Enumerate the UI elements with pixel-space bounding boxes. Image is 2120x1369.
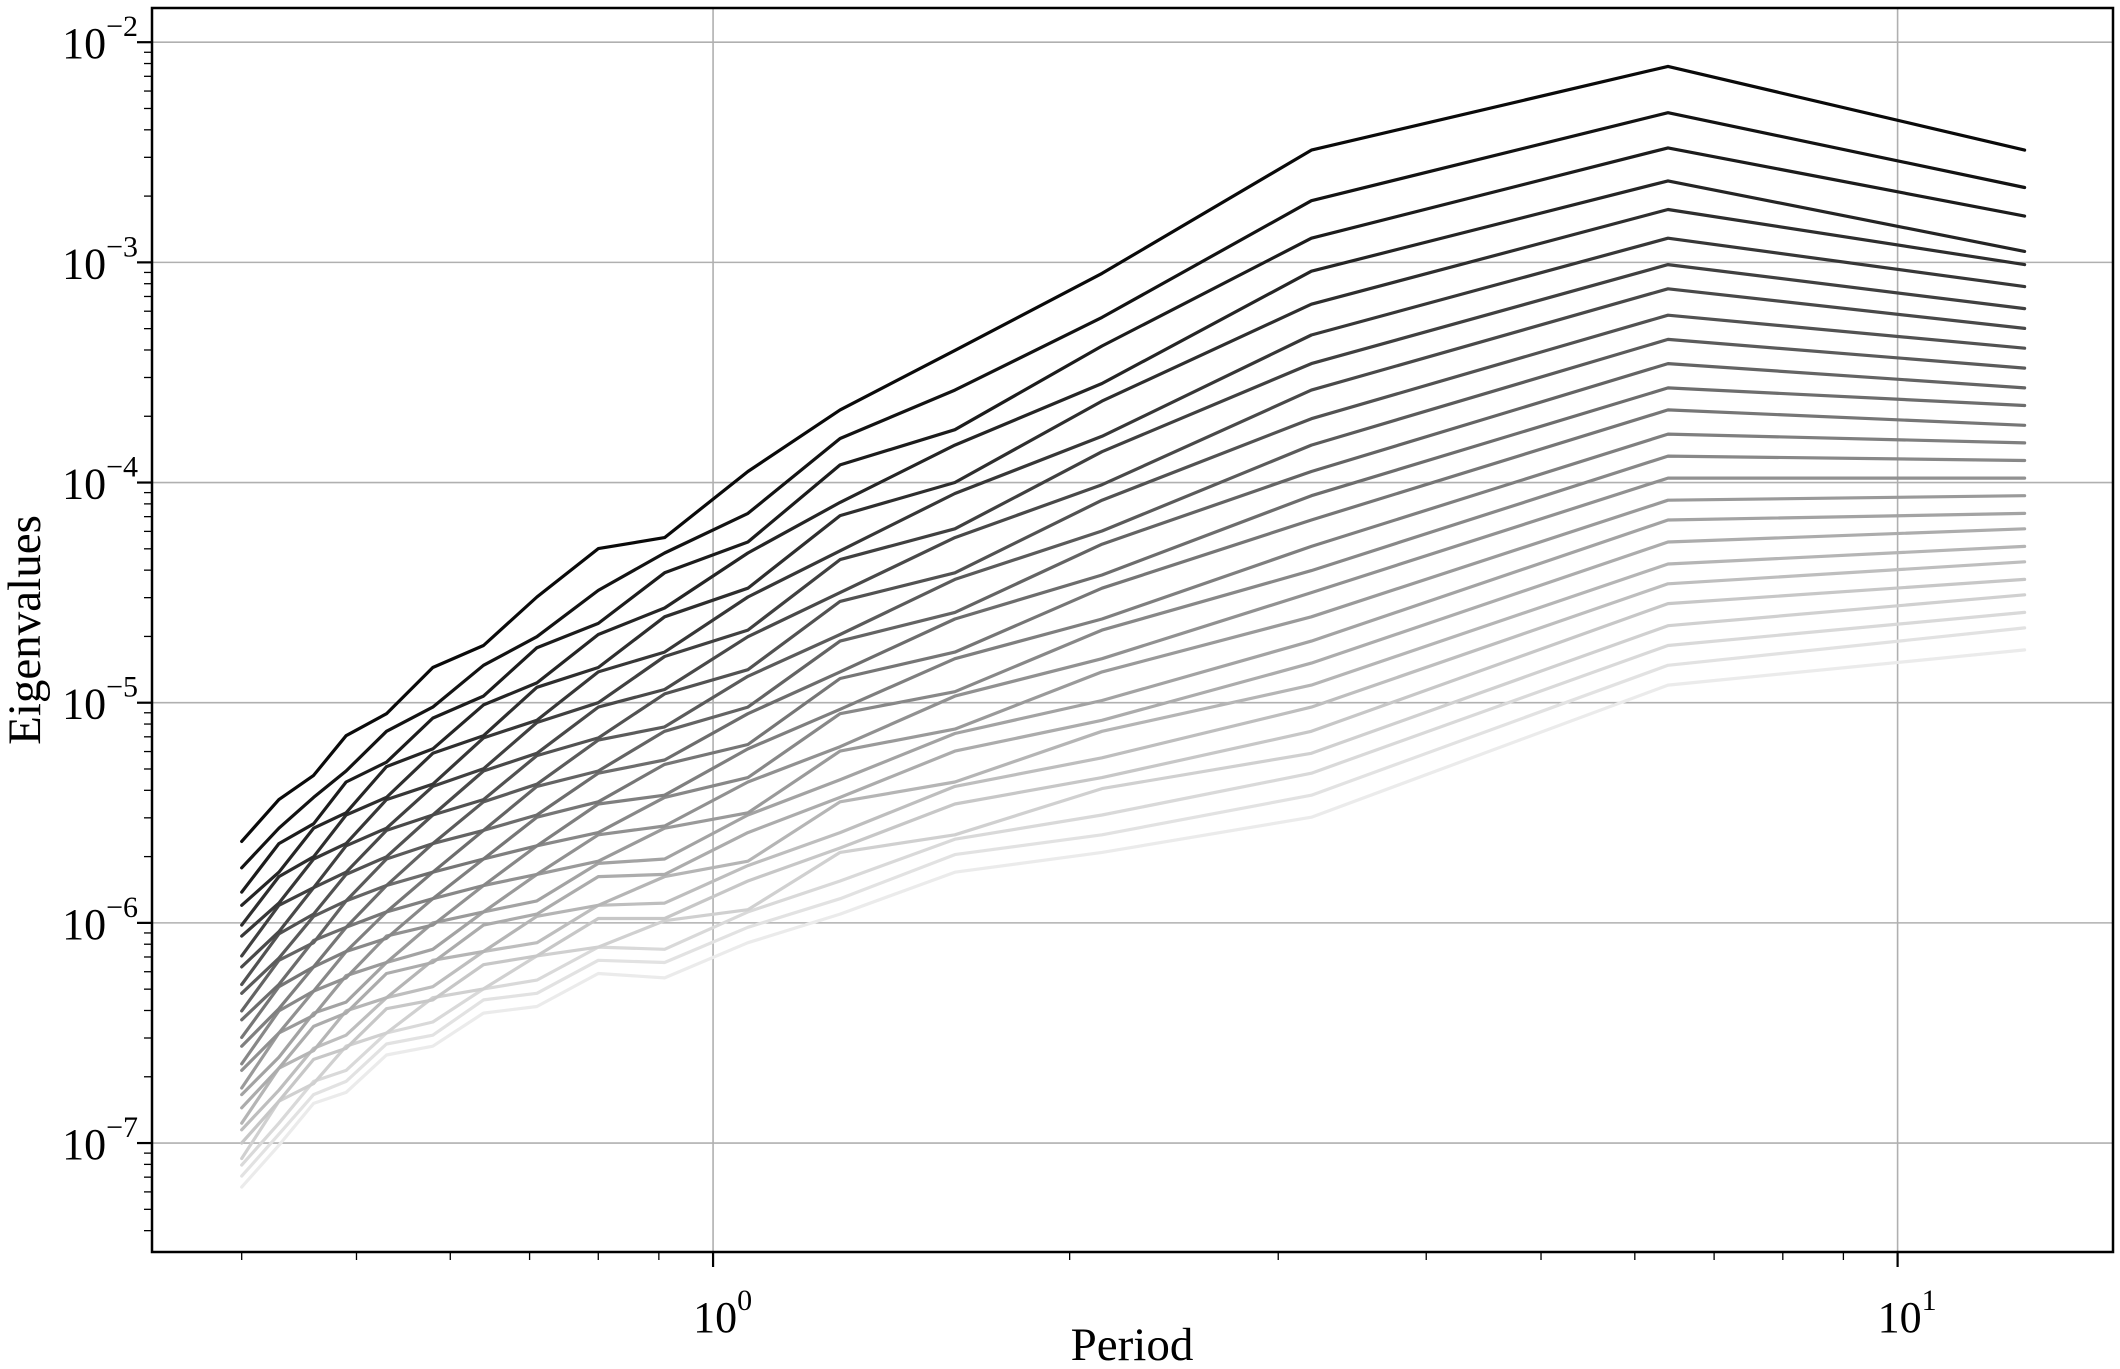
series-line-20: [240, 544, 2027, 1125]
series-line-19: [240, 527, 2027, 1110]
series-line-11: [240, 362, 2027, 1013]
series-line-25: [240, 626, 2027, 1178]
series-line-02: [240, 111, 2027, 870]
series-line-06: [240, 236, 2027, 938]
y-tick-label: 10−7: [62, 1111, 138, 1169]
series-layer: [240, 64, 2027, 1189]
series-line-08: [240, 287, 2027, 969]
series-line-10: [240, 337, 2027, 995]
series-line-17: [240, 494, 2027, 1090]
x-tick-label: 100: [693, 1284, 752, 1342]
y-tick-label: 10−2: [62, 10, 138, 68]
series-line-05: [240, 207, 2027, 927]
series-line-13: [240, 408, 2027, 1040]
series-line-26: [240, 648, 2027, 1189]
x-tick-label: 101: [1878, 1284, 1937, 1342]
y-tick-label: 10−5: [62, 671, 138, 729]
x-axis-label: Period: [1071, 1319, 1194, 1369]
series-line-07: [240, 263, 2027, 958]
grid-layer: [152, 8, 2113, 1252]
y-tick-label: 10−4: [62, 451, 138, 509]
y-tick-label: 10−3: [62, 230, 138, 288]
series-line-09: [240, 313, 2027, 987]
series-line-01: [240, 64, 2027, 844]
series-line-22: [240, 577, 2027, 1145]
plot-border: [150, 6, 2115, 1254]
series-line-12: [240, 386, 2027, 1022]
series-line-04: [240, 179, 2027, 907]
series-line-03: [240, 146, 2027, 894]
series-line-23: [240, 593, 2027, 1161]
series-line-14: [240, 432, 2027, 1048]
tick-layer: [137, 41, 1899, 1267]
series-line-15: [240, 454, 2027, 1066]
tick-label-layer: 10−2 10−3 10−4 10−5 10−6 10−7 100 101: [62, 10, 1937, 1342]
series-line-18: [240, 511, 2027, 1097]
y-tick-label: 10−6: [62, 891, 138, 949]
series-line-16: [240, 476, 2027, 1073]
y-axis-label: Eigenvalues: [0, 515, 51, 745]
